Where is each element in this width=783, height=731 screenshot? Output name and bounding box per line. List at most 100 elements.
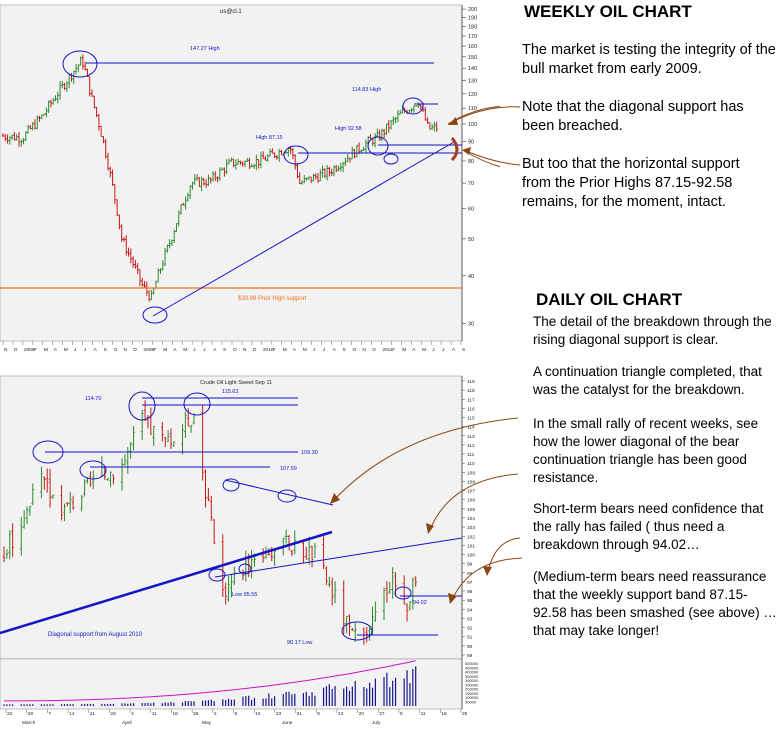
daily-circle-114 bbox=[128, 391, 156, 421]
weekly-x-tick-label: D bbox=[14, 347, 18, 353]
daily-y-tick-label: 110 bbox=[467, 461, 475, 467]
daily-diagonal-support bbox=[0, 530, 333, 635]
daily-y-tick-label: 92 bbox=[467, 626, 473, 632]
daily-circle-tri-top bbox=[222, 478, 240, 492]
weekly-x-tick-label: M bbox=[283, 347, 287, 353]
daily-text-4: Short-term bears need confidence that th… bbox=[533, 501, 764, 552]
weekly-label-87: High 87.15 bbox=[256, 135, 283, 141]
daily-text-2: A continuation triangle completed, that … bbox=[533, 364, 762, 397]
weekly-x-tick-label: J bbox=[313, 347, 316, 353]
daily-x-tick-label: 2 bbox=[214, 711, 217, 717]
weekly-x-tick-label: J bbox=[442, 347, 445, 353]
daily-volume-tick-label: 500000 bbox=[465, 661, 479, 666]
daily-volume-tick-label: 100000 bbox=[465, 695, 479, 700]
daily-y-tick-label: 118 bbox=[467, 388, 475, 394]
daily-x-tick-label: 11 bbox=[152, 711, 157, 717]
weekly-x-tick-label: F bbox=[34, 347, 37, 353]
weekly-x-tick-label: N bbox=[243, 347, 247, 353]
daily-x-tick-label: 6 bbox=[317, 711, 320, 717]
weekly-circle-break bbox=[383, 153, 399, 165]
weekly-x-tick-label: J bbox=[323, 347, 326, 353]
weekly-heading: WEEKLY OIL CHART bbox=[524, 2, 692, 21]
weekly-y-tick-label: 110 bbox=[468, 106, 477, 112]
daily-label-114: 114.70 bbox=[85, 396, 101, 402]
daily-x-tick-label: 18 bbox=[172, 711, 178, 717]
weekly-x-tick-label: S bbox=[343, 347, 346, 353]
weekly-y-tick-label: 40 bbox=[468, 274, 474, 280]
daily-candles bbox=[2, 400, 418, 645]
daily-volume-tick-label: 300000 bbox=[465, 678, 479, 683]
weekly-x-tick-label: J bbox=[203, 347, 206, 353]
daily-y-tick-label: 103 bbox=[467, 525, 475, 531]
weekly-circle-147 bbox=[62, 50, 98, 78]
weekly-x-axis: N D 2008 F M A M J J A S O N D 2009 F M A M J J A S O N D 2010 F M A M… bbox=[2, 341, 465, 353]
weekly-text-3: But too that the horizontal support from… bbox=[522, 156, 740, 210]
daily-y-tick-label: 104 bbox=[467, 516, 475, 522]
weekly-bracket-mark bbox=[450, 137, 459, 162]
daily-heading: DAILY OIL CHART bbox=[536, 290, 683, 309]
daily-x-tick-label: 4 bbox=[131, 711, 134, 717]
weekly-circle-114 bbox=[402, 97, 424, 115]
daily-circle-tri-top2 bbox=[277, 489, 297, 503]
daily-x-tick-label: 13 bbox=[338, 711, 344, 717]
weekly-y-tick-label: 130 bbox=[468, 78, 477, 84]
daily-x-tick-label: 28 bbox=[110, 711, 116, 717]
daily-circle-107 bbox=[79, 460, 107, 480]
weekly-x-tick-label: A bbox=[293, 347, 297, 353]
weekly-x-tick-label: N bbox=[123, 347, 127, 353]
daily-label-115: 115.63 bbox=[222, 389, 238, 395]
weekly-y-tick-label: 90 bbox=[468, 139, 474, 145]
weekly-circle-92 bbox=[367, 136, 389, 156]
weekly-label-39: $39.99 Prior High support bbox=[238, 296, 307, 302]
daily-y-tick-label: 111 bbox=[467, 452, 475, 458]
daily-x-tick-label: 28 bbox=[28, 711, 34, 717]
daily-y-tick-label: 105 bbox=[467, 507, 475, 513]
weekly-label-114: 114.83 High bbox=[352, 87, 381, 93]
weekly-y-tick-label: 100 bbox=[468, 122, 477, 128]
daily-y-tick-label: 101 bbox=[467, 543, 475, 549]
weekly-x-tick-label: O bbox=[352, 347, 356, 353]
weekly-y-tick-label: 200 bbox=[468, 7, 477, 13]
weekly-y-tick-label: 50 bbox=[468, 237, 474, 243]
daily-y-tick-label: 112 bbox=[467, 443, 475, 449]
weekly-y-tick-label: 170 bbox=[468, 34, 477, 40]
daily-arrow-to-triangle bbox=[333, 417, 519, 501]
daily-y-tick-label: 117 bbox=[467, 397, 475, 403]
weekly-x-tick-label: 2008 bbox=[24, 347, 35, 353]
daily-y-tick-label: 98 bbox=[467, 571, 473, 577]
weekly-arrow-horizontal bbox=[465, 151, 500, 168]
weekly-x-tick-label: 2009 bbox=[143, 347, 154, 353]
daily-x-tick-label: 31 bbox=[297, 711, 303, 717]
weekly-x-tick-label: J bbox=[84, 347, 87, 353]
daily-volume-tick-label: 450000 bbox=[465, 665, 479, 670]
weekly-x-tick-label: O bbox=[233, 347, 237, 353]
weekly-x-tick-label: M bbox=[44, 347, 48, 353]
daily-arrowhead-4 bbox=[448, 593, 457, 604]
daily-volume-tick-label: 250000 bbox=[465, 682, 479, 687]
daily-y-tick-label: 96 bbox=[467, 589, 473, 595]
weekly-plot-bg bbox=[0, 4, 463, 342]
daily-y-tick-label: 107 bbox=[467, 489, 475, 495]
weekly-text-1: The market is testing the integrity of t… bbox=[522, 42, 776, 77]
daily-x-tick-label: 25 bbox=[193, 711, 199, 717]
daily-circle-109 bbox=[32, 440, 64, 464]
daily-circle-115 bbox=[183, 392, 211, 416]
daily-chart-title: Crude Oil Light Sweet Sep 11 bbox=[200, 380, 272, 386]
weekly-x-tick-label: A bbox=[94, 347, 98, 353]
weekly-x-tick-label: M bbox=[402, 347, 406, 353]
daily-arrow-to-medium bbox=[451, 557, 523, 601]
weekly-y-tick-label: 30 bbox=[468, 322, 474, 328]
daily-y-tick-label: 89 bbox=[467, 653, 473, 659]
weekly-x-tick-label: A bbox=[173, 347, 177, 353]
weekly-x-tick-label: F bbox=[153, 347, 156, 353]
daily-month-label: May bbox=[202, 720, 212, 726]
weekly-y-tick-label: 150 bbox=[468, 55, 477, 61]
weekly-x-tick-label: D bbox=[372, 347, 376, 353]
weekly-x-tick-label: A bbox=[213, 347, 217, 353]
daily-x-tick-label: 16 bbox=[255, 711, 261, 717]
daily-x-tick-label: 25 bbox=[462, 711, 468, 717]
daily-arrowhead-2 bbox=[426, 523, 434, 534]
daily-x-tick-label: 18 bbox=[441, 711, 447, 717]
daily-volume-tick-label: 400000 bbox=[465, 670, 479, 675]
daily-y-tick-label: 94 bbox=[467, 607, 473, 613]
